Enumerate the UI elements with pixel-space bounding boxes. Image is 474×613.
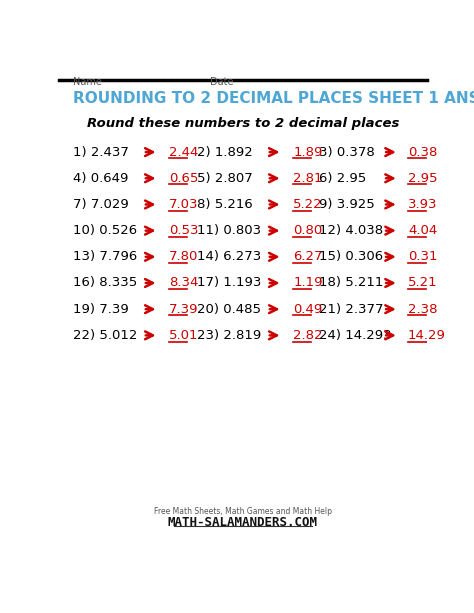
Text: Free Math Sheets, Math Games and Math Help: Free Math Sheets, Math Games and Math He… bbox=[154, 508, 332, 516]
Text: 7.39: 7.39 bbox=[169, 303, 199, 316]
Text: Name: Name bbox=[73, 77, 102, 88]
Text: 2.81: 2.81 bbox=[293, 172, 323, 185]
Text: Date: Date bbox=[210, 77, 234, 88]
Text: 8) 5.216: 8) 5.216 bbox=[197, 198, 253, 211]
Text: 1.19: 1.19 bbox=[293, 276, 323, 289]
Text: Round these numbers to 2 decimal places: Round these numbers to 2 decimal places bbox=[87, 116, 399, 130]
Text: 5.01: 5.01 bbox=[169, 329, 199, 342]
Text: 4.04: 4.04 bbox=[408, 224, 437, 237]
Text: 1) 2.437: 1) 2.437 bbox=[73, 146, 129, 159]
Text: 15) 0.306: 15) 0.306 bbox=[319, 250, 383, 264]
Text: 23) 2.819: 23) 2.819 bbox=[197, 329, 262, 342]
Text: 7) 7.029: 7) 7.029 bbox=[73, 198, 129, 211]
Text: 7.80: 7.80 bbox=[169, 250, 199, 264]
Text: 5) 2.807: 5) 2.807 bbox=[197, 172, 253, 185]
Text: 14.29: 14.29 bbox=[408, 329, 446, 342]
Text: 5.21: 5.21 bbox=[408, 276, 438, 289]
Text: 20) 0.485: 20) 0.485 bbox=[197, 303, 261, 316]
Text: 8.34: 8.34 bbox=[169, 276, 199, 289]
Text: 2) 1.892: 2) 1.892 bbox=[197, 146, 253, 159]
Text: 19) 7.39: 19) 7.39 bbox=[73, 303, 129, 316]
Text: MATH-SALAMANDERS.COM: MATH-SALAMANDERS.COM bbox=[168, 516, 318, 528]
Text: 2.44: 2.44 bbox=[169, 146, 199, 159]
Text: 7.03: 7.03 bbox=[169, 198, 199, 211]
Text: 6.27: 6.27 bbox=[293, 250, 323, 264]
Text: 24) 14.293: 24) 14.293 bbox=[319, 329, 392, 342]
Text: 13) 7.796: 13) 7.796 bbox=[73, 250, 137, 264]
Text: 11) 0.803: 11) 0.803 bbox=[197, 224, 261, 237]
Text: 17) 1.193: 17) 1.193 bbox=[197, 276, 262, 289]
Text: 18) 5.211: 18) 5.211 bbox=[319, 276, 383, 289]
Text: 3.93: 3.93 bbox=[408, 198, 438, 211]
Text: 0.65: 0.65 bbox=[169, 172, 199, 185]
Text: 0.53: 0.53 bbox=[169, 224, 199, 237]
Text: 2.38: 2.38 bbox=[408, 303, 438, 316]
Text: 21) 2.377: 21) 2.377 bbox=[319, 303, 383, 316]
Text: 9) 3.925: 9) 3.925 bbox=[319, 198, 374, 211]
Text: 10) 0.526: 10) 0.526 bbox=[73, 224, 137, 237]
Text: 0.80: 0.80 bbox=[293, 224, 322, 237]
Text: ROUNDING TO 2 DECIMAL PLACES SHEET 1 ANSWERS: ROUNDING TO 2 DECIMAL PLACES SHEET 1 ANS… bbox=[73, 91, 474, 106]
Text: 0.31: 0.31 bbox=[408, 250, 438, 264]
Text: 4) 0.649: 4) 0.649 bbox=[73, 172, 128, 185]
Text: 3) 0.378: 3) 0.378 bbox=[319, 146, 374, 159]
Text: 2.82: 2.82 bbox=[293, 329, 323, 342]
Text: 0.38: 0.38 bbox=[408, 146, 438, 159]
Text: 2.95: 2.95 bbox=[408, 172, 438, 185]
Text: 12) 4.038: 12) 4.038 bbox=[319, 224, 383, 237]
Text: 6) 2.95: 6) 2.95 bbox=[319, 172, 366, 185]
Text: 22) 5.012: 22) 5.012 bbox=[73, 329, 137, 342]
Text: 14) 6.273: 14) 6.273 bbox=[197, 250, 262, 264]
Text: 5.22: 5.22 bbox=[293, 198, 323, 211]
Text: 16) 8.335: 16) 8.335 bbox=[73, 276, 137, 289]
Text: 1.89: 1.89 bbox=[293, 146, 323, 159]
Text: 0.49: 0.49 bbox=[293, 303, 322, 316]
